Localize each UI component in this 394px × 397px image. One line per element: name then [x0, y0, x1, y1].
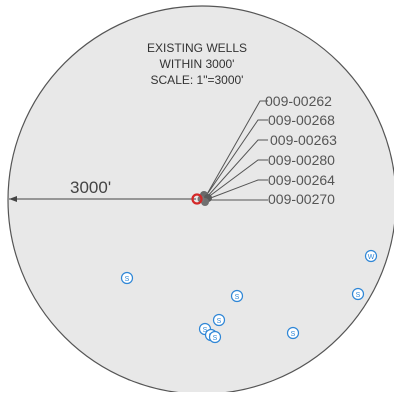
s-well-symbol: S [291, 331, 296, 338]
title-line-1: EXISTING WELLS [147, 41, 247, 55]
s-well-symbol: S [203, 327, 208, 334]
s-well-marker: S [351, 287, 365, 301]
leader-line-009-00268 [205, 119, 268, 197]
center-well-cluster [191, 191, 212, 206]
radius-label: 3000' [70, 178, 111, 197]
well-label-009-00268: 009-00268 [268, 112, 335, 128]
s-well-symbol: S [217, 318, 222, 325]
leader-line-009-00280 [206, 159, 268, 199]
w-well-symbol: W [368, 254, 375, 261]
leader-line-009-00262 [205, 100, 268, 197]
leader-line-009-00263 [206, 139, 268, 198]
center-well-marker [191, 193, 203, 205]
leader-line-009-00264 [207, 179, 268, 200]
s-well-marker: S [120, 271, 134, 285]
s-well-marker: S [208, 330, 222, 344]
s-well-marker: S [230, 289, 244, 303]
s-wells: S S S S S S S [120, 271, 365, 344]
s-well-symbol: S [356, 292, 361, 299]
w-well-marker: W [364, 249, 378, 263]
s-well-symbol: S [235, 294, 240, 301]
leader-lines [205, 100, 268, 201]
well-label-009-00264: 009-00264 [268, 172, 335, 188]
well-labels: 009-00262 009-00268 009-00263 009-00280 … [265, 93, 337, 207]
well-label-009-00262: 009-00262 [265, 93, 332, 109]
s-well-marker: S [212, 313, 226, 327]
radius-arrowhead [9, 196, 17, 202]
s-well-symbol: S [125, 276, 130, 283]
well-label-009-00263: 009-00263 [270, 132, 337, 148]
title-line-3: SCALE: 1"=3000' [151, 73, 244, 87]
well-label-009-00280: 009-00280 [268, 152, 335, 168]
title-line-2: WITHIN 3000' [160, 57, 235, 71]
s-well-marker: S [286, 326, 300, 340]
s-well-symbol: S [213, 335, 218, 342]
well-label-009-00270: 009-00270 [268, 191, 335, 207]
